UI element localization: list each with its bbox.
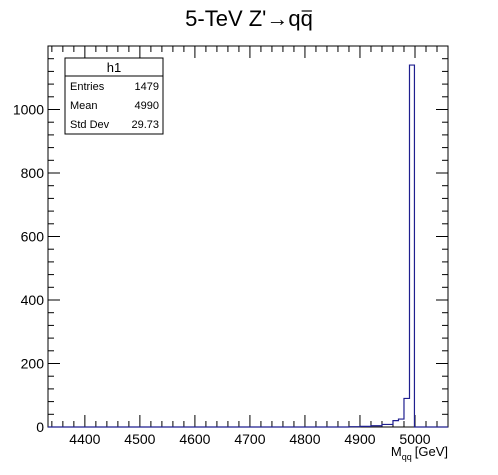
title-product: qq	[288, 6, 312, 31]
x-tick-label: 4400	[69, 431, 100, 447]
stats-label-entries: Entries	[70, 81, 105, 93]
stats-label-mean: Mean	[70, 100, 98, 112]
x-tick-labels: 4400 4500 4600 4700 4800 4900 5000	[69, 431, 430, 447]
stats-value-mean: 4990	[135, 100, 159, 112]
y-tick-label: 600	[21, 229, 45, 245]
x-axis-title-main: M	[391, 444, 402, 459]
y-tick-label: 800	[21, 165, 45, 181]
y-tick-labels: 0 200 400 600 800 1000	[13, 102, 44, 436]
stats-label-stddev: Std Dev	[70, 119, 110, 131]
y-tick-label: 200	[21, 356, 45, 372]
x-axis-title-sub: qq	[402, 452, 412, 462]
x-tick-label: 4700	[234, 431, 265, 447]
x-tick-label: 4800	[289, 431, 320, 447]
y-tick-label: 1000	[13, 102, 44, 118]
stats-value-entries: 1479	[135, 81, 159, 93]
stats-box: h1 Entries 1479 Mean 4990 Std Dev 29.73	[65, 58, 163, 134]
x-axis-title: Mqq [GeV]	[391, 444, 448, 462]
y-tick-label: 400	[21, 292, 45, 308]
x-axis-title-unit: [GeV]	[415, 444, 448, 459]
x-tick-label: 4600	[179, 431, 210, 447]
chart-title: 5-TeV Z'→qq	[185, 6, 313, 31]
y-tick-label: 0	[36, 419, 44, 435]
x-tick-label: 4500	[124, 431, 155, 447]
title-arrow: →	[266, 6, 288, 31]
x-tick-label: 4900	[344, 431, 375, 447]
title-prefix: 5-TeV Z'	[185, 6, 266, 31]
stats-value-stddev: 29.73	[131, 119, 159, 131]
stats-box-name: h1	[107, 60, 121, 75]
